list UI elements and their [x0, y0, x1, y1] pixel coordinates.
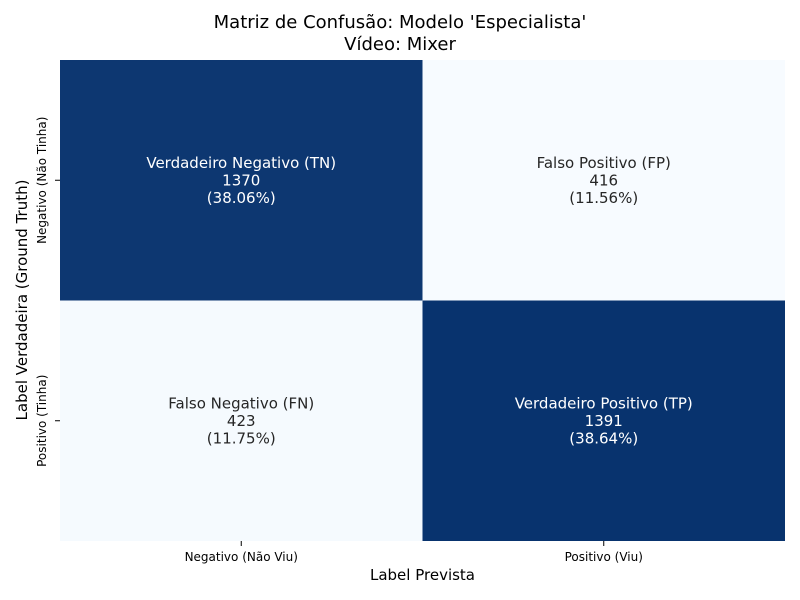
- cell-count: 1391: [585, 412, 623, 430]
- y-tick-label: Negativo (Não Tinha): [35, 117, 49, 244]
- cell-label: Verdadeiro Negativo (TN): [146, 154, 336, 172]
- cell-count: 423: [227, 412, 256, 430]
- cell-label: Falso Positivo (FP): [537, 154, 671, 172]
- heatmap-cell: [60, 60, 423, 301]
- x-tick-label: Negativo (Não Viu): [185, 550, 298, 564]
- cell-count: 416: [589, 171, 618, 189]
- cell-percent: (11.75%): [207, 429, 276, 447]
- cell-percent: (38.64%): [569, 429, 638, 447]
- heatmap-cell: [422, 300, 785, 541]
- cell-count: 1370: [222, 171, 260, 189]
- y-tick-label: Positivo (Tinha): [35, 375, 49, 467]
- heatmap-cell: [422, 60, 785, 301]
- x-tick-label: Positivo (Viu): [565, 550, 643, 564]
- heatmap-cell: [60, 300, 423, 541]
- x-axis-label: Label Prevista: [369, 566, 475, 584]
- cell-percent: (38.06%): [207, 189, 276, 207]
- cell-label: Verdadeiro Positivo (TP): [515, 394, 693, 412]
- chart-title: Matriz de Confusão: Modelo 'Especialista…: [213, 12, 587, 33]
- chart-subtitle: Vídeo: Mixer: [344, 34, 456, 55]
- y-axis-label: Label Verdadeira (Ground Truth): [13, 179, 31, 421]
- cell-label: Falso Negativo (FN): [168, 394, 314, 412]
- cell-percent: (11.56%): [569, 189, 638, 207]
